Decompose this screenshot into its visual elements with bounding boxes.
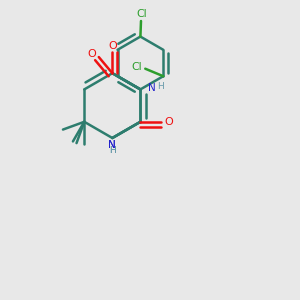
- Text: N: N: [148, 83, 156, 93]
- Text: O: O: [108, 40, 117, 50]
- Text: N: N: [109, 140, 116, 150]
- Text: O: O: [88, 49, 97, 59]
- Text: H: H: [157, 82, 164, 91]
- Text: H: H: [109, 146, 116, 155]
- Text: Cl: Cl: [136, 9, 147, 20]
- Text: O: O: [164, 117, 173, 127]
- Text: N: N: [109, 140, 116, 150]
- Text: H: H: [109, 146, 116, 155]
- Text: Cl: Cl: [131, 62, 142, 72]
